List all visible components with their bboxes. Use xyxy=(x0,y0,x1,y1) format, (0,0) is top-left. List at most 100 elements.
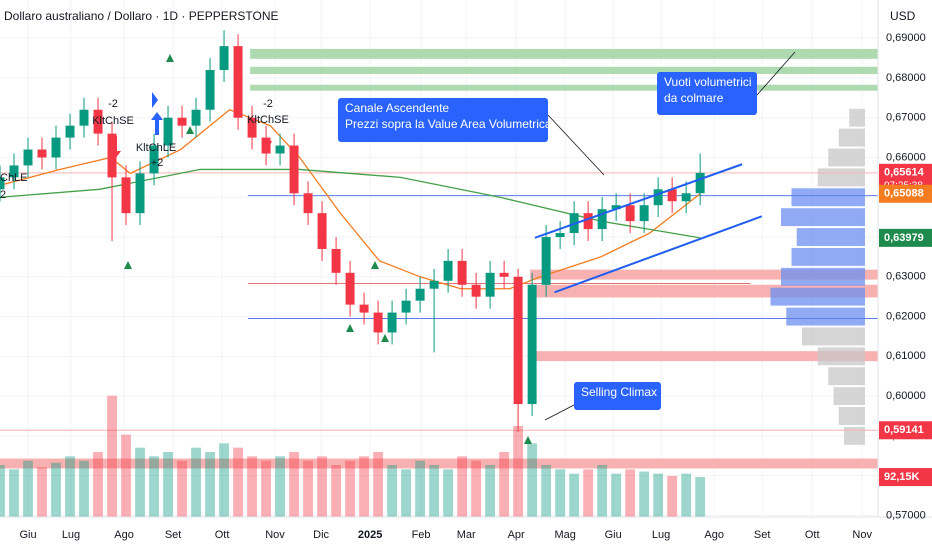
volume-bar xyxy=(317,456,327,517)
volume-bar xyxy=(681,473,692,517)
volume-profile-bar xyxy=(786,307,865,326)
candle-body xyxy=(37,149,47,158)
candle-body xyxy=(317,213,327,249)
volume-profile-bar xyxy=(838,407,865,425)
volume-profile-bar xyxy=(781,208,865,227)
volume-bar xyxy=(149,456,159,517)
candle-body xyxy=(177,117,187,126)
volume-profile-bar xyxy=(802,327,865,346)
volume-bar xyxy=(555,469,566,517)
candle-body xyxy=(205,69,215,110)
volume-bar xyxy=(499,452,510,517)
x-tick-label: Set xyxy=(165,529,182,541)
candle-body xyxy=(219,46,229,70)
annotation-text: da colmare xyxy=(664,91,724,105)
candle-body xyxy=(23,149,33,166)
volume-badge xyxy=(879,468,932,487)
candle-body xyxy=(527,284,537,405)
volume-bar xyxy=(93,452,103,517)
volume-bar xyxy=(135,447,145,517)
annotation-box xyxy=(657,72,757,115)
candle-body xyxy=(429,280,439,289)
candle-body xyxy=(387,312,397,333)
candle-body xyxy=(359,304,369,313)
channel-line xyxy=(554,215,763,294)
candle-body xyxy=(65,125,75,138)
candle-body xyxy=(345,272,355,305)
volume-bar xyxy=(275,456,285,517)
volume-bar xyxy=(513,426,524,517)
candle-body xyxy=(261,137,271,154)
signal-label: -2 xyxy=(108,98,118,110)
x-tick-label: Ott xyxy=(215,529,230,541)
volume-bar xyxy=(247,456,257,517)
volume-bar xyxy=(65,456,75,517)
x-tick-label: Ott xyxy=(805,529,820,541)
volume-bar xyxy=(695,477,706,517)
candle-body xyxy=(289,145,299,194)
volume-bar xyxy=(597,465,608,517)
volume-profile-bar xyxy=(833,387,865,406)
volume-bar xyxy=(401,469,411,517)
candle-body xyxy=(471,284,481,297)
volume-bar xyxy=(457,456,468,517)
y-tick-label: 0,60000 xyxy=(886,390,926,402)
signal-label: ChLE xyxy=(0,172,28,184)
signal-marker xyxy=(166,54,174,62)
volume-bar xyxy=(527,443,538,517)
signal-label: KltChSE xyxy=(247,114,289,126)
signal-arrow xyxy=(152,92,158,108)
candle-body xyxy=(373,312,383,333)
volume-bar xyxy=(177,460,187,517)
annotation-connector xyxy=(544,404,575,421)
annotation-connector xyxy=(547,114,605,176)
volume-profile-bar xyxy=(844,426,865,445)
volume-bar xyxy=(583,469,594,517)
candle-body xyxy=(485,272,495,297)
volume-bar xyxy=(387,465,397,517)
volume-profile-bar xyxy=(817,347,865,366)
annotation-text: Canale Ascendente xyxy=(345,101,449,115)
y-tick-label: 0,67000 xyxy=(886,112,926,124)
volume-bar xyxy=(429,465,439,517)
candle-body xyxy=(331,248,341,273)
price-badge-label: 0,65614 xyxy=(884,167,925,179)
candle-body xyxy=(51,137,61,158)
x-tick-label: Mag xyxy=(554,529,575,541)
y-tick-label: 0,66000 xyxy=(886,151,926,163)
chart-title: Dollaro australiano / Dollaro · 1D · PEP… xyxy=(4,9,279,23)
signal-marker xyxy=(381,334,389,342)
volume-bar xyxy=(107,395,117,517)
signal-label: 2 xyxy=(0,189,6,201)
candle-body xyxy=(401,300,411,313)
zone xyxy=(250,84,878,91)
candle-body xyxy=(79,109,89,126)
channel-line xyxy=(534,163,743,239)
volume-bar xyxy=(191,447,201,517)
x-tick-label: Feb xyxy=(412,529,431,541)
price-badge xyxy=(879,228,932,247)
candle-body xyxy=(163,117,173,146)
candle-body xyxy=(653,189,663,206)
x-tick-label: Apr xyxy=(508,529,525,541)
candle-body xyxy=(639,205,649,222)
x-tick-label: Set xyxy=(754,529,771,541)
volume-bar xyxy=(9,469,19,517)
moving-average xyxy=(0,109,701,290)
candle-body xyxy=(247,117,257,138)
volume-bar xyxy=(667,475,678,517)
volume-bar xyxy=(303,460,313,517)
zone xyxy=(530,351,878,362)
candle-body xyxy=(107,133,117,178)
volume-bar xyxy=(359,456,369,517)
volume-bar xyxy=(653,473,664,517)
zone xyxy=(0,458,878,469)
volume-bar xyxy=(23,460,33,517)
annotation-box xyxy=(338,98,548,142)
candle-body xyxy=(555,233,565,238)
signal-marker xyxy=(124,261,132,269)
signal-marker xyxy=(371,261,379,269)
price-badge-label: 0,63979 xyxy=(884,232,924,244)
candle-body xyxy=(303,193,313,214)
